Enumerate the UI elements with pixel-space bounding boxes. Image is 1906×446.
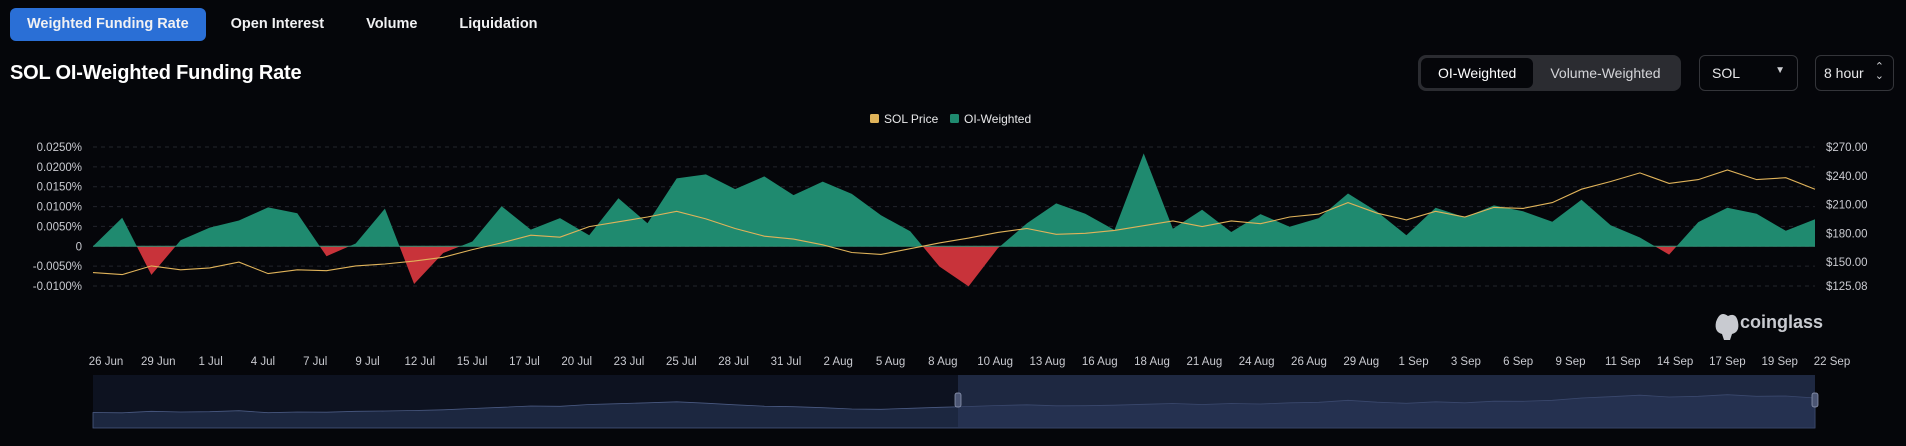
chevron-down-icon: ▼ — [1775, 65, 1785, 76]
chart-type-tabs: Weighted Funding Rate Open Interest Volume… — [10, 8, 555, 41]
oi-weighted-positive-area — [93, 153, 1815, 247]
y-right-tick-label: $125.08 — [1826, 281, 1868, 293]
x-tick-label: 31 Jul — [771, 356, 802, 368]
x-tick-label: 9 Jul — [355, 356, 379, 368]
x-tick-label: 28 Jul — [718, 356, 749, 368]
x-tick-label: 20 Jul — [561, 356, 592, 368]
y-left-tick-label: 0.0150% — [37, 182, 82, 194]
page-title: SOL OI-Weighted Funding Rate — [10, 62, 302, 84]
tab-volume[interactable]: Volume — [366, 16, 418, 32]
x-tick-label: 7 Jul — [303, 356, 327, 368]
legend-swatch — [950, 114, 959, 123]
x-tick-label: 1 Sep — [1399, 356, 1429, 368]
volume-weighted-button[interactable]: Volume-Weighted — [1550, 65, 1661, 81]
funding-rate-chart: 0.0250% 0.0200% 0.0150% 0.0100% 0.0050% 0 -0.0… — [33, 112, 1868, 429]
y-right-tick-label: $240.00 — [1826, 171, 1868, 183]
x-tick-label: 22 Sep — [1814, 356, 1850, 368]
coin-select-value: SOL — [1712, 65, 1741, 81]
x-tick-label: 17 Sep — [1709, 356, 1745, 368]
x-tick-label: 17 Jul — [509, 356, 540, 368]
x-tick-label: 5 Aug — [876, 356, 905, 368]
x-tick-label: 14 Sep — [1657, 356, 1693, 368]
coinglass-logo-icon — [1715, 314, 1739, 340]
navigator-right-handle[interactable] — [1811, 392, 1819, 408]
y-left-tick-label: -0.0050% — [33, 261, 82, 273]
watermark-text: coinglass — [1740, 312, 1823, 332]
x-tick-label: 3 Sep — [1451, 356, 1481, 368]
navigator-left-handle[interactable] — [954, 392, 962, 408]
x-tick-label: 12 Jul — [404, 356, 435, 368]
x-tick-label: 9 Sep — [1555, 356, 1585, 368]
tab-weighted-funding-rate[interactable]: Weighted Funding Rate — [10, 8, 206, 41]
coin-select[interactable]: SOL ▼ — [1699, 55, 1798, 91]
y-left-tick-label: 0.0050% — [37, 221, 82, 233]
legend-label: OI-Weighted — [964, 112, 1031, 126]
x-tick-label: 15 Jul — [457, 356, 488, 368]
y-left-tick-label: 0.0250% — [37, 142, 82, 154]
interval-select[interactable]: 8 hour ⌃ ⌄ — [1815, 55, 1894, 91]
x-tick-label: 19 Sep — [1761, 356, 1797, 368]
tab-liquidation[interactable]: Liquidation — [459, 16, 538, 32]
x-tick-label: 18 Aug — [1134, 356, 1170, 368]
y-left-tick-label: 0 — [76, 241, 82, 253]
interval-select-value: 8 hour — [1824, 65, 1864, 81]
x-tick-label: 8 Aug — [928, 356, 957, 368]
x-tick-label: 13 Aug — [1030, 356, 1066, 368]
weighting-toggle: OI-Weighted Volume-Weighted — [1418, 55, 1681, 91]
x-tick-label: 21 Aug — [1186, 356, 1222, 368]
navigator-selected-range — [958, 375, 1815, 428]
x-tick-label: 23 Jul — [614, 356, 645, 368]
x-tick-label: 26 Jun — [89, 356, 124, 368]
tab-open-interest[interactable]: Open Interest — [230, 16, 325, 32]
legend-swatch — [870, 114, 879, 123]
x-tick-label: 29 Jun — [141, 356, 176, 368]
x-tick-label: 26 Aug — [1291, 356, 1327, 368]
x-tick-label: 16 Aug — [1082, 356, 1118, 368]
y-right-tick-label: $180.00 — [1826, 228, 1868, 240]
y-right-tick-label: $210.00 — [1826, 200, 1868, 212]
x-tick-label: 25 Jul — [666, 356, 697, 368]
x-tick-label: 1 Jul — [198, 356, 222, 368]
x-tick-label: 4 Jul — [251, 356, 275, 368]
x-tick-label: 2 Aug — [824, 356, 853, 368]
x-tick-label: 24 Aug — [1239, 356, 1275, 368]
y-right-tick-label: $150.00 — [1826, 257, 1868, 269]
oi-weighted-button[interactable]: OI-Weighted — [1421, 58, 1534, 88]
x-tick-label: 6 Sep — [1503, 356, 1533, 368]
legend-label: SOL Price — [884, 112, 939, 126]
y-right-tick-label: $270.00 — [1826, 142, 1868, 154]
x-tick-label: 10 Aug — [977, 356, 1013, 368]
y-left-tick-label: -0.0100% — [33, 281, 82, 293]
oi-weighted-negative-area — [93, 246, 1815, 287]
y-left-tick-label: 0.0100% — [37, 202, 82, 214]
x-tick-label: 11 Sep — [1605, 356, 1641, 368]
y-left-tick-label: 0.0200% — [37, 162, 82, 174]
up-down-chevron-icon: ⌃ ⌄ — [1874, 61, 1884, 82]
sol-price-line — [92, 169, 1816, 276]
x-tick-label: 29 Aug — [1343, 356, 1379, 368]
